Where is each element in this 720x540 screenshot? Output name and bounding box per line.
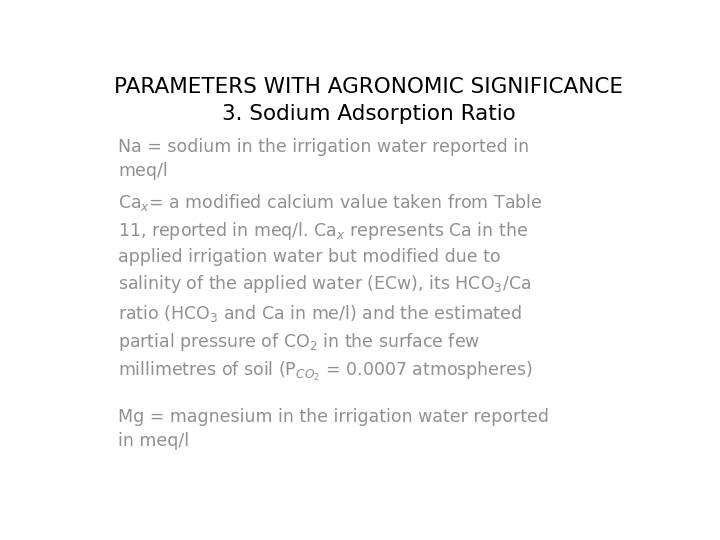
Text: Ca$_x$= a modified calcium value taken from Table
11, reported in meq/l. Ca$_x$ : Ca$_x$= a modified calcium value taken f… [118, 192, 542, 383]
Text: Na = sodium in the irrigation water reported in
meq/l: Na = sodium in the irrigation water repo… [118, 138, 529, 180]
Text: 3. Sodium Adsorption Ratio: 3. Sodium Adsorption Ratio [222, 104, 516, 124]
Text: PARAMETERS WITH AGRONOMIC SIGNIFICANCE: PARAMETERS WITH AGRONOMIC SIGNIFICANCE [114, 77, 624, 97]
Text: Mg = magnesium in the irrigation water reported
in meq/l: Mg = magnesium in the irrigation water r… [118, 408, 549, 450]
